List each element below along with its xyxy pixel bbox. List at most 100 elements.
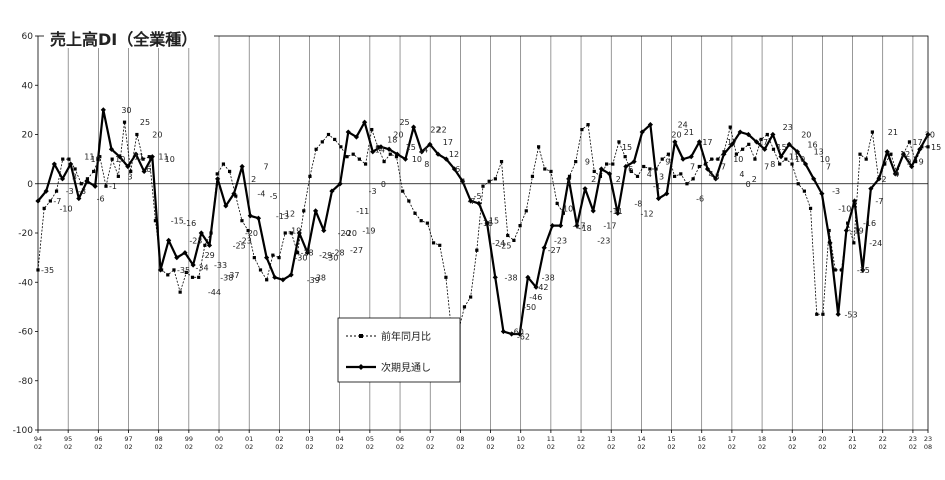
series-point-outlook [892,171,898,177]
series-point-yoy [530,174,535,178]
data-label: -11 [610,207,623,216]
x-tick-month: 02 [698,443,706,451]
data-label: 7 [264,163,269,172]
data-label: 10 [795,155,805,164]
data-label: -12 [641,209,654,218]
data-label: 3 [128,172,133,181]
series-point-outlook [337,181,343,187]
data-label: -13 [276,212,289,221]
data-label: -50 [523,303,536,312]
data-label: -35 [857,266,870,275]
data-label: 12 [900,150,910,159]
series-point-yoy [722,150,726,154]
series-point-yoy [827,228,831,233]
series-line-outlook [37,108,929,336]
series-point-outlook [272,274,278,280]
x-tick-year: 14 [637,435,645,443]
legend-marker-yoy [359,334,363,338]
series-point-outlook [394,151,400,157]
data-label: 17 [727,138,737,147]
data-label: -25 [498,241,511,250]
series-point-yoy [462,305,467,309]
data-label: -6 [696,195,704,204]
series-point-yoy [567,174,572,178]
data-label: 11 [84,153,94,162]
x-tick-year: 19 [788,435,796,443]
data-label: 3 [659,172,664,181]
data-label: 22 [437,126,447,135]
series-point-yoy [190,275,195,279]
series-point-outlook [737,129,743,135]
series-point-outlook [835,311,841,317]
series-point-yoy [796,182,800,186]
series-point-yoy [283,231,287,235]
series-point-outlook [100,107,106,113]
series-point-yoy [518,224,522,228]
series-point-yoy [314,147,318,151]
series-point-yoy [592,169,596,174]
data-label: -8 [634,199,642,208]
series-point-yoy [240,219,244,223]
series-point-yoy [302,209,306,213]
x-tick-year: 23 [924,435,932,443]
data-label: 10 [412,155,422,164]
series-point-outlook [288,272,294,278]
series-point-yoy [227,169,232,174]
x-tick-month: 02 [94,443,102,451]
series-point-yoy [710,157,714,161]
series-point-outlook [190,262,196,268]
data-label: -30 [325,254,338,263]
series-point-outlook [206,242,213,248]
series-point-outlook [264,255,270,261]
data-label: 0 [381,180,386,189]
data-label: 22 [430,126,440,135]
data-label: -19 [288,227,301,236]
data-label: 6 [628,165,633,174]
series-point-outlook [68,161,74,167]
data-label: -35 [41,266,54,275]
series-point-yoy [870,130,874,134]
data-label: 4 [647,170,652,179]
legend-marker-outlook [358,364,364,370]
series-point-outlook [590,208,596,214]
data-label: -29 [202,251,215,260]
series-point-outlook [623,163,629,170]
series-point-yoy [506,233,510,238]
x-tick-year: 94 [34,435,42,443]
series-point-yoy [178,290,182,294]
x-tick-year: 09 [486,435,494,443]
data-label: 20 [801,131,811,140]
series-point-outlook [304,250,311,256]
data-label: -1 [653,182,661,191]
series-point-outlook [435,151,441,157]
series-point-outlook [925,131,931,138]
series-point-outlook [794,149,800,155]
series-point-yoy [425,221,429,225]
series-point-outlook [149,154,155,160]
data-label: 30 [121,106,131,115]
x-tick-year: 07 [426,435,434,443]
series-point-yoy [289,231,294,235]
series-point-yoy [833,268,837,272]
series-point-yoy [345,155,349,159]
series-point-outlook [280,277,286,283]
x-tick-month: 02 [366,443,374,451]
series-point-outlook [819,191,825,197]
data-label: -20 [245,229,258,238]
data-label: 21 [684,128,694,137]
series-point-outlook [451,166,458,172]
data-label: 2 [752,175,757,184]
series-point-yoy [623,155,627,159]
series-point-outlook [59,176,66,182]
x-tick-year: 13 [607,435,615,443]
data-label: -34 [196,263,209,272]
x-tick-year: 05 [366,435,374,443]
series-point-yoy [759,137,763,142]
x-tick-month: 02 [607,443,615,451]
series-point-yoy [221,162,226,166]
series-point-outlook [688,154,694,160]
y-tick-label: 40 [22,81,34,91]
data-label: -7 [875,197,883,206]
data-label: -18 [579,224,592,233]
x-tick-month: 02 [818,443,826,451]
